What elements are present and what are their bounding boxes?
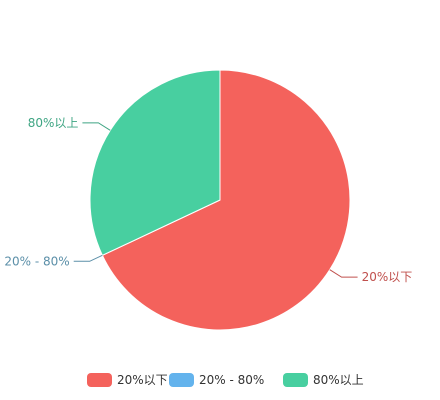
legend-item-80pct以上[interactable]: 80%以上 [283,373,364,387]
legend[interactable]: 20%以下 20% - 80% 80%以上 [87,373,364,387]
legend-item-20pct以下[interactable]: 20%以下 [87,373,168,387]
label-line-80pct以上 [82,122,111,131]
slice-label-20pct以下: 20%以下 [362,270,413,284]
legend-label-20pct-80pct: 20% - 80% [199,373,264,387]
slice-label-80pct以上: 80%以上 [28,116,79,130]
label-line-20pct-80pct [73,254,103,262]
legend-swatch-20pct-80pct [169,373,194,387]
label-line-20pct以下 [329,269,358,278]
pie-slice-20pct以下[interactable] [101,69,351,331]
slice-label-20pct-80pct: 20% - 80% [4,254,69,268]
legend-swatch-20pct以下 [87,373,112,387]
pie-slices [89,69,351,331]
slice-labels: 20%以下 20% - 80% 80%以上 [4,116,412,284]
legend-item-20pct-80pct[interactable]: 20% - 80% [169,373,264,387]
legend-swatch-80pct以上 [283,373,308,387]
legend-label-80pct以上: 80%以上 [313,373,364,387]
legend-label-20pct以下: 20%以下 [117,373,168,387]
